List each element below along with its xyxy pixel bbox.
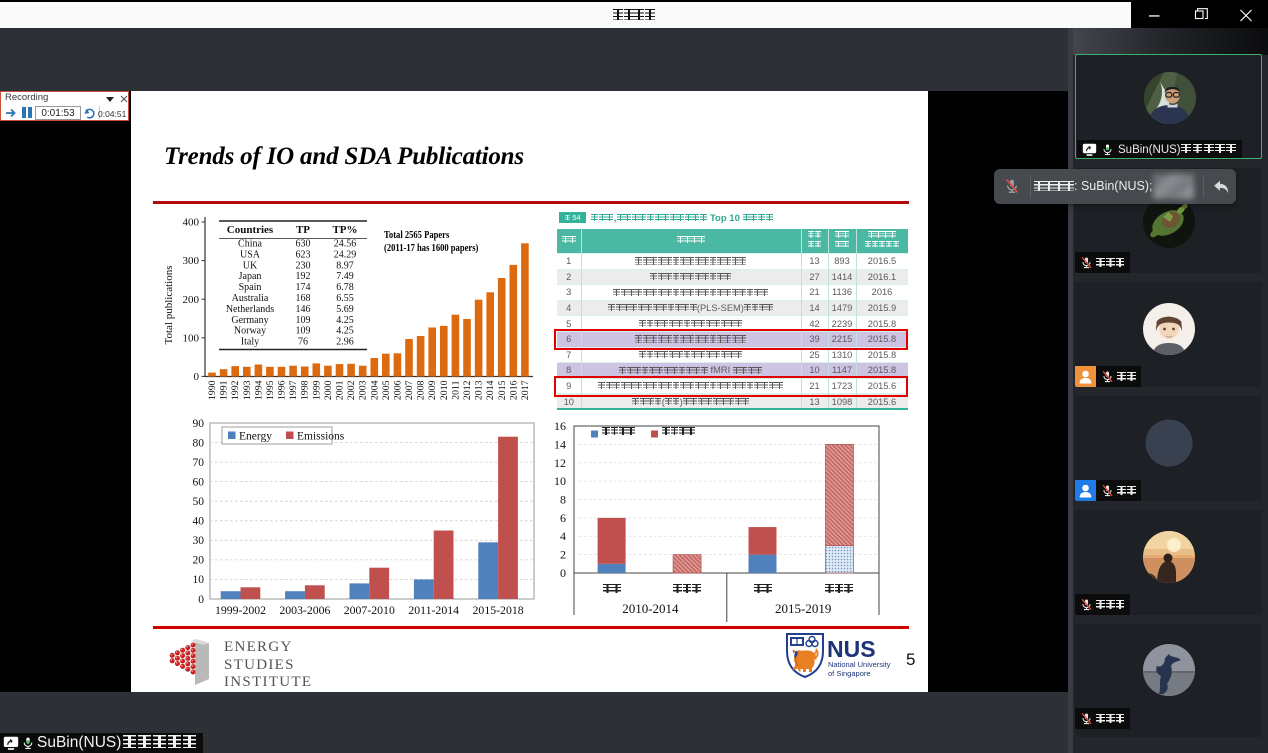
svg-text:1992: 1992 bbox=[230, 380, 241, 400]
svg-text:4: 4 bbox=[560, 529, 566, 543]
svg-text:24.29: 24.29 bbox=[334, 249, 357, 260]
svg-text:1999: 1999 bbox=[311, 380, 322, 400]
svg-text:2014: 2014 bbox=[485, 380, 496, 400]
svg-text:1999-2002: 1999-2002 bbox=[215, 603, 266, 617]
svg-text:12: 12 bbox=[555, 456, 566, 470]
svg-text:National University: National University bbox=[828, 660, 891, 669]
svg-text:0: 0 bbox=[194, 371, 200, 383]
svg-text:24.56: 24.56 bbox=[334, 239, 357, 250]
svg-text:623: 623 bbox=[296, 249, 311, 260]
svg-text:2.96: 2.96 bbox=[336, 337, 354, 348]
svg-text:7.49: 7.49 bbox=[336, 271, 354, 282]
svg-text:1997: 1997 bbox=[288, 380, 299, 400]
svg-text:70: 70 bbox=[193, 457, 205, 469]
svg-text:300: 300 bbox=[183, 255, 200, 267]
svg-text:1998: 1998 bbox=[300, 380, 311, 400]
svg-text:UK: UK bbox=[243, 260, 258, 271]
svg-text:Spain: Spain bbox=[239, 282, 262, 293]
svg-text:2015-2019: 2015-2019 bbox=[775, 601, 831, 616]
svg-text:0: 0 bbox=[560, 566, 566, 580]
svg-text:TP%: TP% bbox=[332, 224, 357, 236]
svg-text:2015-2018: 2015-2018 bbox=[473, 603, 524, 617]
svg-text:0: 0 bbox=[198, 594, 204, 606]
svg-text:5.69: 5.69 bbox=[336, 304, 354, 315]
svg-text:4.25: 4.25 bbox=[336, 326, 354, 337]
svg-text:2003: 2003 bbox=[358, 380, 369, 400]
svg-text:100: 100 bbox=[183, 332, 200, 344]
svg-text:90: 90 bbox=[193, 418, 205, 430]
svg-text:10: 10 bbox=[555, 474, 566, 488]
svg-text:USA: USA bbox=[240, 249, 261, 260]
svg-text:2015: 2015 bbox=[497, 380, 508, 400]
svg-text:2011: 2011 bbox=[450, 380, 461, 399]
svg-text:30: 30 bbox=[193, 535, 205, 547]
svg-text:2011-2014: 2011-2014 bbox=[408, 603, 459, 617]
svg-text:2003-2006: 2003-2006 bbox=[279, 603, 330, 617]
svg-text:Germany: Germany bbox=[231, 315, 268, 326]
svg-text:2001: 2001 bbox=[335, 380, 346, 400]
svg-text:76: 76 bbox=[298, 337, 308, 348]
svg-text:Norway: Norway bbox=[234, 326, 266, 337]
svg-text:109: 109 bbox=[296, 315, 311, 326]
svg-text:Italy: Italy bbox=[241, 337, 259, 348]
svg-text:16: 16 bbox=[555, 419, 566, 433]
svg-text:2017: 2017 bbox=[520, 380, 531, 400]
svg-text:NUS: NUS bbox=[827, 636, 876, 662]
svg-text:8: 8 bbox=[560, 493, 566, 507]
svg-text:400: 400 bbox=[183, 217, 200, 229]
svg-text:2002: 2002 bbox=[346, 380, 357, 400]
svg-text:1993: 1993 bbox=[242, 380, 253, 400]
svg-text:1990: 1990 bbox=[207, 380, 218, 400]
svg-text:60: 60 bbox=[193, 476, 205, 488]
svg-text:168: 168 bbox=[296, 293, 311, 304]
svg-text:8.97: 8.97 bbox=[336, 260, 354, 271]
svg-text:2006: 2006 bbox=[392, 380, 403, 400]
svg-text:China: China bbox=[238, 239, 262, 250]
svg-text:2013: 2013 bbox=[474, 380, 485, 400]
svg-text:14: 14 bbox=[555, 437, 566, 451]
svg-text:Total publications: Total publications bbox=[163, 266, 175, 345]
svg-text:of Singapore: of Singapore bbox=[828, 669, 871, 678]
svg-text:Japan: Japan bbox=[239, 271, 262, 282]
svg-text:146: 146 bbox=[296, 304, 311, 315]
svg-text:1991: 1991 bbox=[219, 380, 230, 400]
svg-text:109: 109 bbox=[296, 326, 311, 337]
svg-text:10: 10 bbox=[193, 574, 205, 586]
svg-text:200: 200 bbox=[183, 294, 200, 306]
svg-text:2004: 2004 bbox=[369, 380, 380, 400]
svg-text:2010: 2010 bbox=[439, 380, 450, 400]
svg-text:6: 6 bbox=[560, 511, 566, 525]
svg-text:174: 174 bbox=[296, 282, 311, 293]
svg-text:2012: 2012 bbox=[462, 380, 473, 400]
svg-text:TP: TP bbox=[296, 224, 310, 236]
svg-text:6.78: 6.78 bbox=[336, 282, 354, 293]
svg-text:20: 20 bbox=[193, 555, 205, 567]
svg-text:1994: 1994 bbox=[253, 380, 264, 400]
svg-text:2016: 2016 bbox=[508, 380, 519, 400]
svg-text:Energy: Energy bbox=[239, 431, 272, 443]
svg-text:Netherlands: Netherlands bbox=[226, 304, 274, 315]
svg-text:2007: 2007 bbox=[404, 380, 415, 400]
svg-text:2007-2010: 2007-2010 bbox=[344, 603, 395, 617]
svg-text:2008: 2008 bbox=[416, 380, 427, 400]
svg-text:2010-2014: 2010-2014 bbox=[622, 601, 679, 616]
svg-text:1996: 1996 bbox=[277, 380, 288, 400]
svg-text:2009: 2009 bbox=[427, 380, 438, 400]
svg-text:230: 230 bbox=[296, 260, 311, 271]
svg-text:4.25: 4.25 bbox=[336, 315, 354, 326]
svg-text:Emissions: Emissions bbox=[297, 431, 345, 443]
svg-text:630: 630 bbox=[296, 239, 311, 250]
svg-text:Countries: Countries bbox=[227, 224, 274, 236]
svg-text:Australia: Australia bbox=[232, 293, 269, 304]
svg-text:1995: 1995 bbox=[265, 380, 276, 400]
svg-text:192: 192 bbox=[296, 271, 311, 282]
svg-text:50: 50 bbox=[193, 496, 205, 508]
svg-text:80: 80 bbox=[193, 437, 205, 449]
svg-text:2005: 2005 bbox=[381, 380, 392, 400]
svg-text:6.55: 6.55 bbox=[336, 293, 354, 304]
svg-text:40: 40 bbox=[193, 516, 205, 528]
svg-text:2000: 2000 bbox=[323, 380, 334, 400]
svg-text:2: 2 bbox=[560, 548, 566, 562]
